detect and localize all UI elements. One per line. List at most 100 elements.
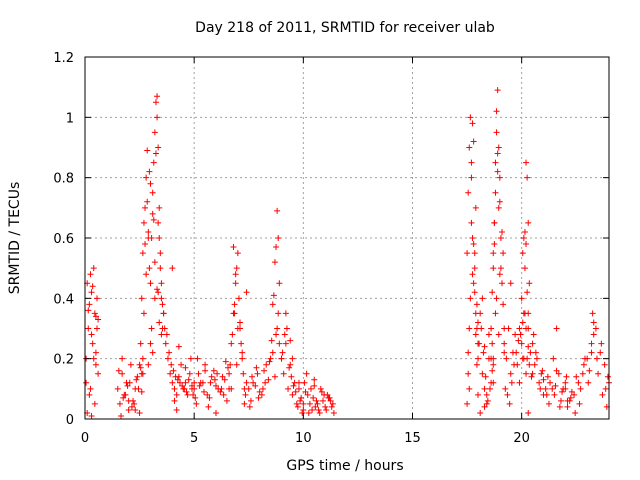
- data-point: [233, 361, 240, 368]
- data-point: [511, 361, 518, 368]
- data-point: [502, 385, 509, 392]
- data-point: [313, 397, 320, 404]
- data-point: [95, 316, 102, 323]
- data-point: [282, 310, 289, 317]
- data-point: [572, 409, 579, 416]
- data-point: [86, 301, 93, 308]
- data-point: [288, 373, 295, 380]
- data-point: [503, 355, 510, 362]
- data-point: [472, 204, 479, 211]
- data-point: [173, 391, 180, 398]
- data-point: [155, 289, 162, 296]
- data-point: [295, 385, 302, 392]
- data-point: [464, 250, 471, 257]
- data-point: [179, 382, 186, 389]
- data-point: [470, 280, 477, 287]
- data-point: [151, 295, 158, 302]
- data-point: [266, 358, 273, 365]
- data-point: [90, 265, 97, 272]
- data-point: [235, 295, 242, 302]
- data-point: [579, 370, 586, 377]
- data-point: [520, 310, 527, 317]
- data-point: [268, 337, 275, 344]
- data-point: [559, 388, 566, 395]
- data-point: [473, 361, 480, 368]
- data-point: [577, 385, 584, 392]
- data-point: [254, 370, 261, 377]
- data-point: [275, 310, 282, 317]
- data-point: [145, 361, 152, 368]
- data-point: [267, 355, 274, 362]
- data-point: [517, 331, 524, 338]
- data-point: [597, 349, 604, 356]
- data-point: [158, 295, 165, 302]
- data-point: [484, 397, 491, 404]
- data-point: [152, 99, 159, 106]
- data-point: [276, 340, 283, 347]
- data-point: [239, 349, 246, 356]
- data-point: [200, 388, 207, 395]
- data-point: [285, 385, 292, 392]
- data-point: [490, 355, 497, 362]
- data-point: [166, 349, 173, 356]
- data-point: [202, 367, 209, 374]
- data-point: [222, 358, 229, 365]
- data-point: [207, 379, 214, 386]
- data-point: [273, 331, 280, 338]
- data-point: [161, 325, 168, 332]
- data-point: [140, 219, 147, 226]
- data-point: [469, 120, 476, 127]
- data-point: [138, 295, 145, 302]
- data-point: [240, 370, 247, 377]
- data-point: [482, 373, 489, 380]
- data-point: [151, 259, 158, 266]
- data-point: [536, 379, 543, 386]
- data-point: [249, 373, 256, 380]
- data-point: [269, 349, 276, 356]
- data-point: [556, 403, 563, 410]
- data-point: [477, 409, 484, 416]
- data-point: [278, 355, 285, 362]
- data-point: [138, 388, 145, 395]
- data-point: [325, 394, 332, 401]
- data-point: [599, 391, 606, 398]
- data-point: [519, 250, 526, 257]
- data-point: [475, 319, 481, 326]
- data-point: [157, 265, 164, 272]
- data-point: [196, 382, 203, 389]
- x-tick-label: 0: [81, 431, 89, 446]
- data-point: [473, 301, 480, 308]
- data-point: [158, 280, 165, 287]
- y-tick-label: 0.8: [53, 172, 74, 187]
- data-point: [525, 325, 532, 332]
- data-point: [294, 403, 301, 410]
- data-point: [136, 361, 143, 368]
- data-point: [479, 370, 486, 377]
- data-point: [523, 370, 530, 377]
- data-point: [468, 174, 475, 181]
- data-point: [208, 373, 215, 380]
- data-point: [151, 129, 158, 136]
- data-point: [149, 349, 156, 356]
- y-tick-label: 0: [66, 413, 74, 428]
- data-point: [533, 355, 540, 362]
- data-point: [518, 340, 525, 347]
- data-point: [519, 319, 526, 326]
- data-point: [525, 343, 532, 350]
- data-point: [145, 228, 152, 235]
- data-point: [250, 379, 257, 386]
- data-point: [494, 168, 501, 175]
- data-point: [142, 241, 149, 248]
- data-point: [318, 388, 325, 395]
- data-point: [174, 376, 181, 383]
- data-point: [470, 241, 477, 248]
- data-point: [300, 406, 307, 413]
- data-point: [168, 361, 175, 368]
- data-point: [289, 391, 296, 398]
- data-point: [139, 250, 146, 257]
- data-point: [88, 289, 95, 296]
- x-tick-label: 5: [190, 431, 198, 446]
- data-point: [529, 340, 536, 347]
- data-point: [501, 349, 508, 356]
- data-point: [225, 364, 232, 371]
